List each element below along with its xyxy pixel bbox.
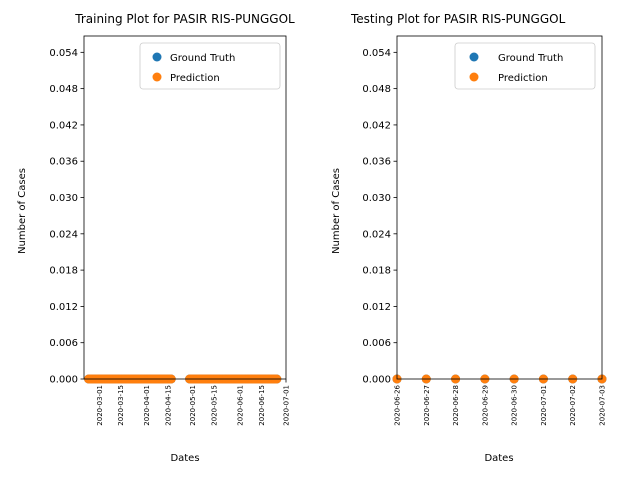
training-ytick-label: 0.012 (49, 302, 78, 313)
testing-legend-frame (454, 42, 596, 90)
training-xtick-label: 2020-07-01 (283, 385, 291, 426)
training-ytick-label: 0.018 (49, 266, 78, 277)
testing-axes-frame (396, 35, 603, 380)
training-xtick-label: 2020-05-01 (189, 385, 197, 426)
testing-ytick-label: 0.006 (362, 338, 391, 349)
testing-ytick-label: 0.054 (362, 48, 391, 59)
training-legend-prediction-marker (152, 72, 162, 82)
testing-xtick-label: 2020-07-03 (599, 385, 607, 426)
testing-ytick-label: 0.042 (362, 120, 391, 131)
testing-legend-ground-truth-marker (469, 52, 479, 62)
training-legend-prediction-label: Prediction (170, 73, 220, 84)
training-legend-ground-truth-marker (152, 52, 162, 62)
testing-ytick-label: 0.024 (362, 229, 391, 240)
testing-ytick-label: 0.030 (362, 193, 391, 204)
training-panel: Training Plot for PASIR RIS-PUNGGOL Date… (17, 12, 295, 464)
testing-legend-prediction-marker (469, 72, 479, 82)
training-xtick-label: 2020-04-01 (143, 385, 151, 426)
training-xtick-label: 2020-03-15 (117, 385, 125, 426)
testing-xtick-label: 2020-07-01 (540, 385, 548, 426)
training-legend: Ground Truth Prediction (139, 42, 281, 90)
testing-title: Testing Plot for PASIR RIS-PUNGGOL (350, 12, 566, 26)
testing-xtick-label: 2020-06-26 (394, 384, 402, 425)
testing-ytick-label: 0.000 (362, 375, 391, 386)
testing-panel: Testing Plot for PASIR RIS-PUNGGOL Dates… (331, 12, 607, 464)
training-axes-frame (83, 35, 287, 380)
training-ylabel: Number of Cases (17, 168, 28, 254)
training-title: Training Plot for PASIR RIS-PUNGGOL (74, 12, 295, 26)
testing-ytick-label: 0.018 (362, 266, 391, 277)
testing-xtick-label: 2020-06-30 (511, 385, 519, 426)
testing-xtick-label: 2020-06-28 (452, 385, 460, 426)
testing-legend-ground-truth-label: Ground Truth (498, 53, 563, 64)
testing-legend: Ground Truth Prediction (454, 42, 596, 90)
testing-ytick-label: 0.048 (362, 84, 391, 95)
training-ytick-label: 0.048 (49, 84, 78, 95)
testing-ticks: 0.000 0.006 0.012 0.018 0.024 0.030 0.036 0.042… (362, 48, 606, 426)
training-legend-ground-truth-label: Ground Truth (170, 53, 235, 64)
testing-xtick-label: 2020-06-27 (423, 385, 431, 426)
testing-xtick-label: 2020-07-02 (569, 385, 577, 426)
training-ytick-label: 0.024 (49, 229, 78, 240)
training-xtick-label: 2020-05-15 (211, 385, 219, 426)
training-ytick-label: 0.054 (49, 48, 78, 59)
testing-xlabel: Dates (484, 453, 513, 464)
testing-ytick-label: 0.012 (362, 302, 391, 313)
testing-xtick-label: 2020-06-29 (481, 385, 489, 426)
training-xtick-label: 2020-03-01 (96, 385, 104, 426)
training-ytick-label: 0.000 (49, 375, 78, 386)
training-xtick-label: 2020-06-15 (258, 385, 266, 426)
testing-ytick-label: 0.036 (362, 157, 391, 168)
training-ytick-label: 0.042 (49, 120, 78, 131)
training-legend-frame (139, 42, 281, 90)
training-xtick-label: 2020-04-15 (165, 385, 173, 426)
training-ytick-label: 0.006 (49, 338, 78, 349)
testing-legend-prediction-label: Prediction (498, 73, 548, 84)
training-ytick-label: 0.030 (49, 193, 78, 204)
training-xlabel: Dates (170, 453, 199, 464)
training-ytick-label: 0.036 (49, 157, 78, 168)
testing-ylabel: Number of Cases (331, 168, 342, 254)
training-xtick-label: 2020-06-01 (237, 385, 245, 426)
